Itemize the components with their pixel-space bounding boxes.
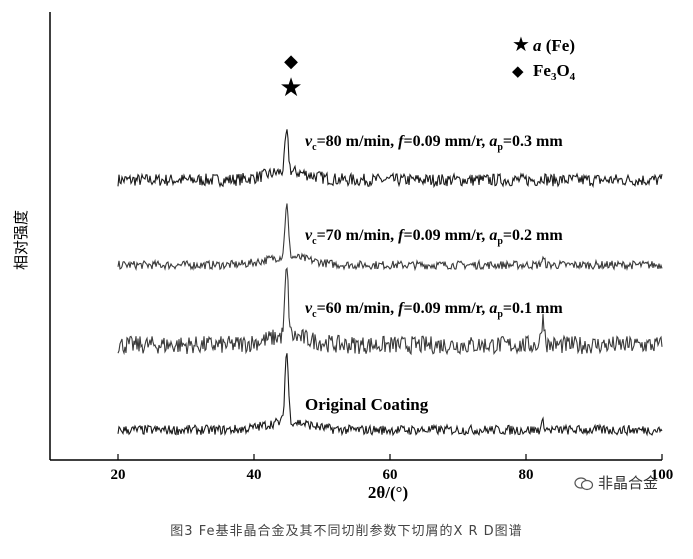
legend-diamond-icon: ◆ [512,62,524,80]
legend: ★ a (Fe) ◆ Fe3O4 [512,32,576,83]
x-tick-label: 100 [651,467,674,483]
watermark: 非晶合金 [574,472,658,493]
series-label-original: Original Coating [305,395,429,414]
xrd-trace-2 [117,267,663,356]
x-axis-label: 2θ/(°) [368,483,408,502]
figure-caption: 图3 Fe基非晶合金及其不同切削参数下切屑的X R D图谱 [170,524,523,539]
legend-star-icon: ★ [512,32,530,56]
series-label-80: vc=80 m/min, f=0.09 mm/r, ap=0.3 mm [305,133,563,153]
xrd-traces [117,129,663,437]
x-tick-label: 60 [383,467,398,483]
series-label-60: vc=60 m/min, f=0.09 mm/r, ap=0.1 mm [305,300,563,320]
xrd-trace-0 [117,129,663,189]
legend-fe3o4: Fe3O4 [533,61,576,83]
legend-alpha-fe: a (Fe) [533,36,575,55]
xrd-trace-3 [117,353,663,437]
series-label-70: vc=70 m/min, f=0.09 mm/r, ap=0.2 mm [305,227,563,247]
x-tick-label: 80 [519,467,534,483]
x-tick-label: 20 [111,467,126,483]
chat-bubbles-icon [574,476,594,490]
xrd-trace-1 [117,203,663,272]
y-axis-label: 相对强度 [12,210,30,270]
diamond-marker: ◆ [284,51,298,72]
x-ticks: 20 40 60 80 100 [111,454,674,483]
star-marker: ★ [279,73,302,103]
watermark-text: 非晶合金 [598,474,659,492]
x-tick-label: 40 [247,467,262,483]
